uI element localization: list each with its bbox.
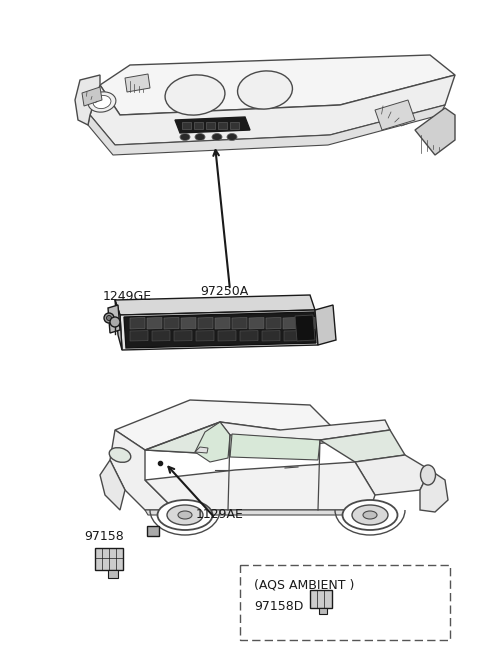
Polygon shape xyxy=(355,455,430,495)
Polygon shape xyxy=(230,434,320,460)
Polygon shape xyxy=(130,318,145,329)
Bar xyxy=(230,122,239,129)
Polygon shape xyxy=(249,318,264,329)
Polygon shape xyxy=(320,430,405,462)
Text: 97250A: 97250A xyxy=(200,285,248,298)
Bar xyxy=(95,548,123,570)
Ellipse shape xyxy=(178,511,192,519)
Polygon shape xyxy=(147,318,162,329)
Polygon shape xyxy=(284,331,302,341)
Polygon shape xyxy=(108,305,120,333)
Ellipse shape xyxy=(157,500,213,530)
Polygon shape xyxy=(120,310,318,350)
Polygon shape xyxy=(198,318,213,329)
Polygon shape xyxy=(315,305,336,345)
Bar xyxy=(206,122,215,129)
Bar xyxy=(240,565,450,640)
Polygon shape xyxy=(175,117,250,133)
Polygon shape xyxy=(420,470,448,512)
Polygon shape xyxy=(145,462,375,510)
Polygon shape xyxy=(215,318,230,329)
Ellipse shape xyxy=(352,505,388,525)
Polygon shape xyxy=(115,400,345,455)
Ellipse shape xyxy=(227,134,237,141)
Polygon shape xyxy=(100,55,455,115)
Bar xyxy=(108,570,118,578)
Bar xyxy=(319,608,327,614)
Ellipse shape xyxy=(88,92,116,112)
Ellipse shape xyxy=(195,134,205,141)
Ellipse shape xyxy=(109,447,131,462)
Polygon shape xyxy=(240,331,258,341)
Polygon shape xyxy=(295,315,315,341)
Polygon shape xyxy=(115,300,122,350)
Circle shape xyxy=(107,316,111,320)
Text: 97158D: 97158D xyxy=(254,600,303,613)
Ellipse shape xyxy=(180,134,190,141)
Bar xyxy=(182,122,191,129)
Polygon shape xyxy=(164,318,179,329)
Bar xyxy=(194,122,203,129)
Ellipse shape xyxy=(212,134,222,141)
Text: 1249GE: 1249GE xyxy=(103,290,152,303)
Polygon shape xyxy=(130,331,148,341)
Polygon shape xyxy=(375,100,415,130)
Ellipse shape xyxy=(93,96,111,109)
Polygon shape xyxy=(125,74,150,92)
Polygon shape xyxy=(195,422,230,462)
Polygon shape xyxy=(152,331,170,341)
Bar xyxy=(218,122,227,129)
Polygon shape xyxy=(145,422,280,455)
Polygon shape xyxy=(218,331,236,341)
Polygon shape xyxy=(232,318,247,329)
Text: (AQS AMBIENT ): (AQS AMBIENT ) xyxy=(254,578,354,591)
Polygon shape xyxy=(300,318,315,329)
Polygon shape xyxy=(220,420,390,440)
Text: 97158: 97158 xyxy=(84,530,124,543)
Polygon shape xyxy=(181,318,196,329)
Ellipse shape xyxy=(167,505,203,525)
Polygon shape xyxy=(100,460,125,510)
Circle shape xyxy=(110,317,120,327)
Polygon shape xyxy=(82,87,102,106)
Polygon shape xyxy=(195,447,208,453)
Polygon shape xyxy=(88,105,445,155)
Polygon shape xyxy=(124,312,316,348)
Polygon shape xyxy=(262,331,280,341)
Polygon shape xyxy=(75,75,100,125)
Polygon shape xyxy=(145,510,375,515)
Ellipse shape xyxy=(165,75,225,115)
Text: 1129AE: 1129AE xyxy=(196,508,244,521)
Circle shape xyxy=(104,313,114,323)
Polygon shape xyxy=(90,75,455,145)
Ellipse shape xyxy=(363,511,377,519)
Polygon shape xyxy=(115,295,315,315)
Polygon shape xyxy=(174,331,192,341)
Polygon shape xyxy=(415,108,455,155)
Ellipse shape xyxy=(238,71,292,109)
Polygon shape xyxy=(266,318,281,329)
Polygon shape xyxy=(283,318,298,329)
Bar xyxy=(147,526,159,536)
Ellipse shape xyxy=(420,465,435,485)
Bar xyxy=(310,590,332,608)
Ellipse shape xyxy=(343,500,397,530)
Polygon shape xyxy=(110,430,175,510)
Polygon shape xyxy=(196,331,214,341)
